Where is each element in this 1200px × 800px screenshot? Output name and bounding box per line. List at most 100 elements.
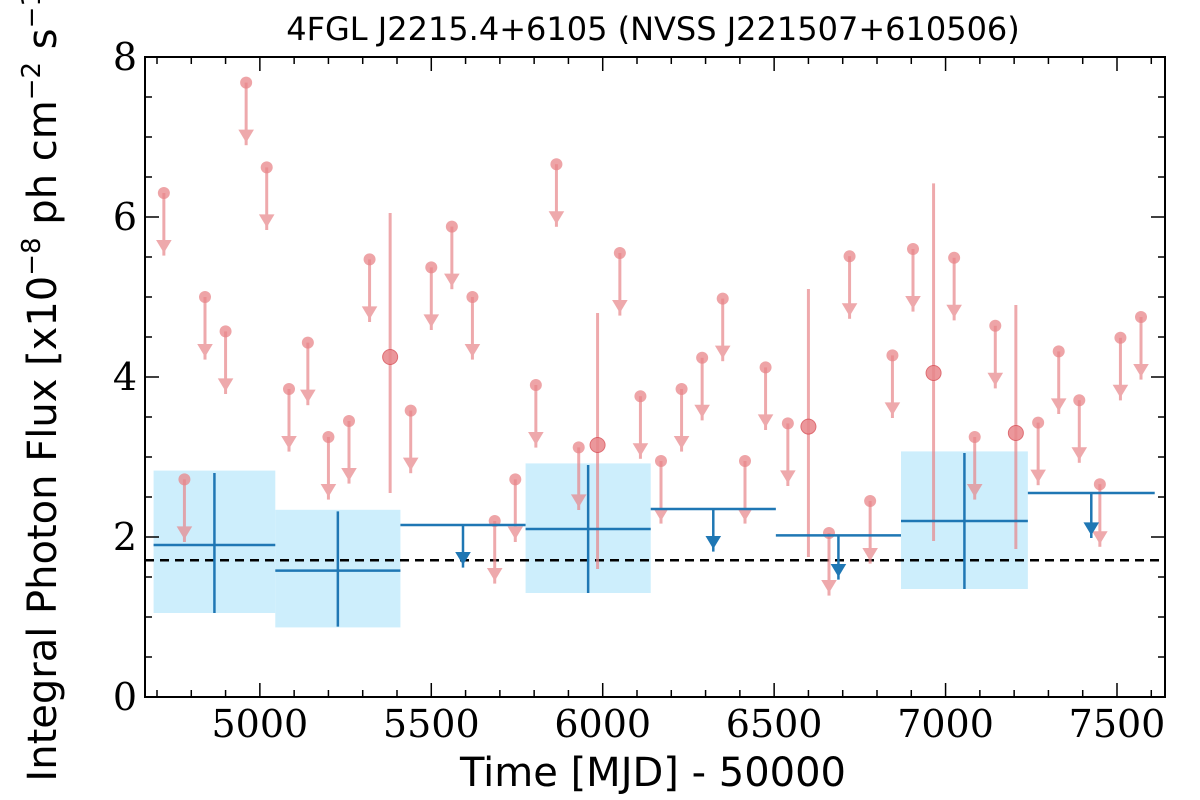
point-marker-38 bbox=[948, 251, 961, 264]
point-ul-26-head bbox=[694, 404, 710, 418]
point-ul-15-head bbox=[464, 344, 481, 357]
point-marker-33 bbox=[843, 250, 856, 263]
point-ul-33-head bbox=[841, 303, 858, 317]
point-ul-35-head bbox=[884, 402, 901, 416]
point-marker-20 bbox=[572, 441, 585, 454]
point-ul-18 bbox=[528, 385, 544, 448]
point-ul-20 bbox=[570, 447, 587, 510]
point-ul-2-head bbox=[197, 344, 213, 357]
point-ul-5-head bbox=[258, 214, 275, 228]
point-ul-15 bbox=[464, 297, 481, 360]
point-ul-42-head bbox=[1030, 469, 1046, 483]
point-marker-39 bbox=[968, 431, 981, 443]
point-ul-39 bbox=[966, 437, 983, 500]
chart-title: 4FGL J2215.4+6105 (NVSS J221507+610506) bbox=[286, 10, 1020, 48]
y-tick-label-0: 0 bbox=[113, 675, 137, 719]
point-ul-16-head bbox=[486, 568, 503, 581]
point-ul-6 bbox=[281, 389, 297, 452]
point-marker-23 bbox=[634, 390, 647, 403]
point-ul-43-head bbox=[1050, 398, 1067, 412]
point-ul-8 bbox=[320, 437, 337, 500]
point-marker-45 bbox=[1093, 478, 1106, 491]
point-ul-25 bbox=[673, 389, 690, 452]
point-ul-0 bbox=[156, 193, 172, 256]
point-ul-4 bbox=[238, 82, 254, 146]
point-marker-9 bbox=[343, 415, 355, 427]
point-marker-0 bbox=[157, 187, 170, 199]
point-marker-31 bbox=[800, 418, 817, 435]
point-ul-12 bbox=[402, 410, 419, 474]
point-ul-3 bbox=[217, 331, 234, 394]
point-marker-25 bbox=[675, 383, 688, 395]
x-tick-label-1: 5500 bbox=[383, 702, 480, 746]
point-ul-42 bbox=[1030, 422, 1046, 486]
point-marker-30 bbox=[781, 417, 794, 430]
y-tick-label-2: 4 bbox=[113, 355, 137, 399]
point-marker-3 bbox=[219, 325, 232, 338]
point-marker-6 bbox=[283, 383, 295, 395]
point-marker-5 bbox=[260, 161, 273, 174]
point-ul-0-head bbox=[156, 240, 172, 253]
point-marker-21 bbox=[589, 437, 606, 453]
y-axis-label-main: Integral Photon Flux [x10 bbox=[20, 276, 66, 782]
point-ul-2 bbox=[197, 297, 213, 360]
point-ul-47-head bbox=[1133, 364, 1149, 377]
point-ul-28 bbox=[737, 461, 753, 524]
point-ul-30 bbox=[780, 423, 796, 486]
point-ul-29 bbox=[757, 367, 774, 430]
point-marker-13 bbox=[425, 261, 438, 274]
point-ul-36 bbox=[905, 249, 921, 312]
x-tick-label-2: 6000 bbox=[554, 702, 651, 746]
plot-area: 5000 5500 6000 6500 7000 7500 0 2 4 6 8 bbox=[113, 35, 1166, 746]
y-tick-label-4: 8 bbox=[113, 35, 137, 79]
point-ul-43 bbox=[1050, 351, 1067, 414]
bin-ul-5-head bbox=[830, 564, 847, 577]
point-marker-4 bbox=[240, 76, 253, 89]
point-ul-9-head bbox=[341, 468, 357, 481]
point-ul-28-head bbox=[737, 508, 753, 521]
point-ul-16 bbox=[486, 521, 503, 584]
point-ul-36-head bbox=[905, 296, 921, 309]
point-marker-11 bbox=[382, 349, 399, 365]
y-axis-label-unit1: ph cm bbox=[20, 100, 66, 237]
point-ul-45-head bbox=[1092, 531, 1108, 545]
point-ul-5 bbox=[258, 167, 275, 230]
point-marker-18 bbox=[529, 379, 542, 391]
point-ul-10-head bbox=[361, 306, 378, 320]
point-ul-4-head bbox=[238, 129, 254, 143]
point-marker-47 bbox=[1135, 311, 1147, 323]
point-marker-15 bbox=[466, 291, 479, 303]
y-tick-label-1: 2 bbox=[113, 515, 137, 559]
point-ul-23-head bbox=[632, 443, 649, 457]
point-ul-12-head bbox=[402, 457, 419, 471]
point-ul-35 bbox=[884, 355, 901, 418]
point-ul-30-head bbox=[780, 470, 796, 484]
point-marker-14 bbox=[445, 220, 458, 233]
point-ul-17-head bbox=[507, 526, 524, 540]
bin-ul-7-head bbox=[1083, 522, 1100, 536]
point-ul-14 bbox=[444, 226, 460, 290]
point-ul-7-head bbox=[300, 389, 316, 403]
point-ul-14-head bbox=[444, 273, 460, 287]
point-marker-43 bbox=[1052, 345, 1065, 358]
point-ul-19-head bbox=[548, 211, 565, 225]
point-ul-45 bbox=[1092, 484, 1108, 547]
point-ul-32-head bbox=[821, 580, 837, 593]
point-ul-44-head bbox=[1071, 447, 1088, 461]
point-ul-25-head bbox=[673, 436, 690, 449]
point-marker-12 bbox=[404, 404, 417, 417]
x-tick-label-0: 5000 bbox=[211, 702, 308, 746]
point-marker-1 bbox=[178, 473, 191, 486]
y-axis-label-exp2: −2 bbox=[17, 62, 47, 100]
point-ul-27-head bbox=[714, 345, 731, 359]
point-ul-39-head bbox=[966, 484, 983, 497]
point-ul-26 bbox=[694, 357, 710, 421]
y-axis-label-unit2: s bbox=[20, 28, 66, 62]
point-ul-20-head bbox=[570, 494, 587, 508]
point-ul-47 bbox=[1133, 317, 1149, 380]
point-marker-28 bbox=[739, 455, 751, 467]
point-ul-40 bbox=[987, 325, 1004, 389]
point-ul-22 bbox=[612, 253, 628, 316]
point-ul-13-head bbox=[423, 314, 440, 328]
y-axis-label-exp1: −8 bbox=[17, 237, 47, 275]
